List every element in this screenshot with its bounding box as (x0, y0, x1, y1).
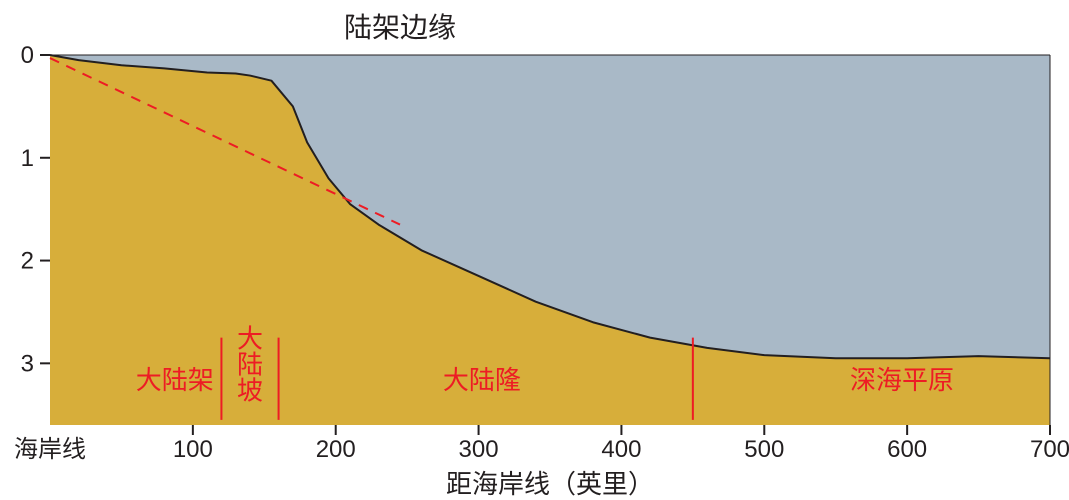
x-tick-label: 700 (1030, 436, 1069, 463)
x-tick-label: 600 (887, 436, 927, 463)
region-label: 深海平原 (850, 365, 954, 395)
y-tick-label: 2 (21, 248, 34, 275)
y-tick-label: 1 (21, 145, 34, 172)
region-label: 大陆坡 (237, 324, 263, 406)
x-tick-label: 500 (744, 436, 784, 463)
ocean-floor-diagram: 大陆架大陆坡大陆隆 深海平原 0 1 2 3 100 200 300 400 500 600 700 海岸… (0, 0, 1069, 500)
x-tick-label: 300 (459, 436, 499, 463)
origin-label: 海岸线 (14, 436, 86, 463)
y-tick-label: 0 (21, 42, 34, 69)
x-tick-label: 200 (316, 436, 356, 463)
diagram-svg: 大陆架大陆坡大陆隆 深海平原 0 1 2 3 100 200 300 400 500 600 700 海岸… (0, 0, 1069, 500)
y-tick-label: 3 (21, 350, 34, 377)
region-label: 大陆隆 (443, 365, 521, 395)
x-tick-label: 100 (173, 436, 213, 463)
x-axis-title: 距海岸线（英里） (446, 469, 654, 499)
region-label: 大陆架 (136, 365, 214, 395)
top-title: 陆架边缘 (344, 12, 456, 43)
x-tick-label: 400 (601, 436, 641, 463)
